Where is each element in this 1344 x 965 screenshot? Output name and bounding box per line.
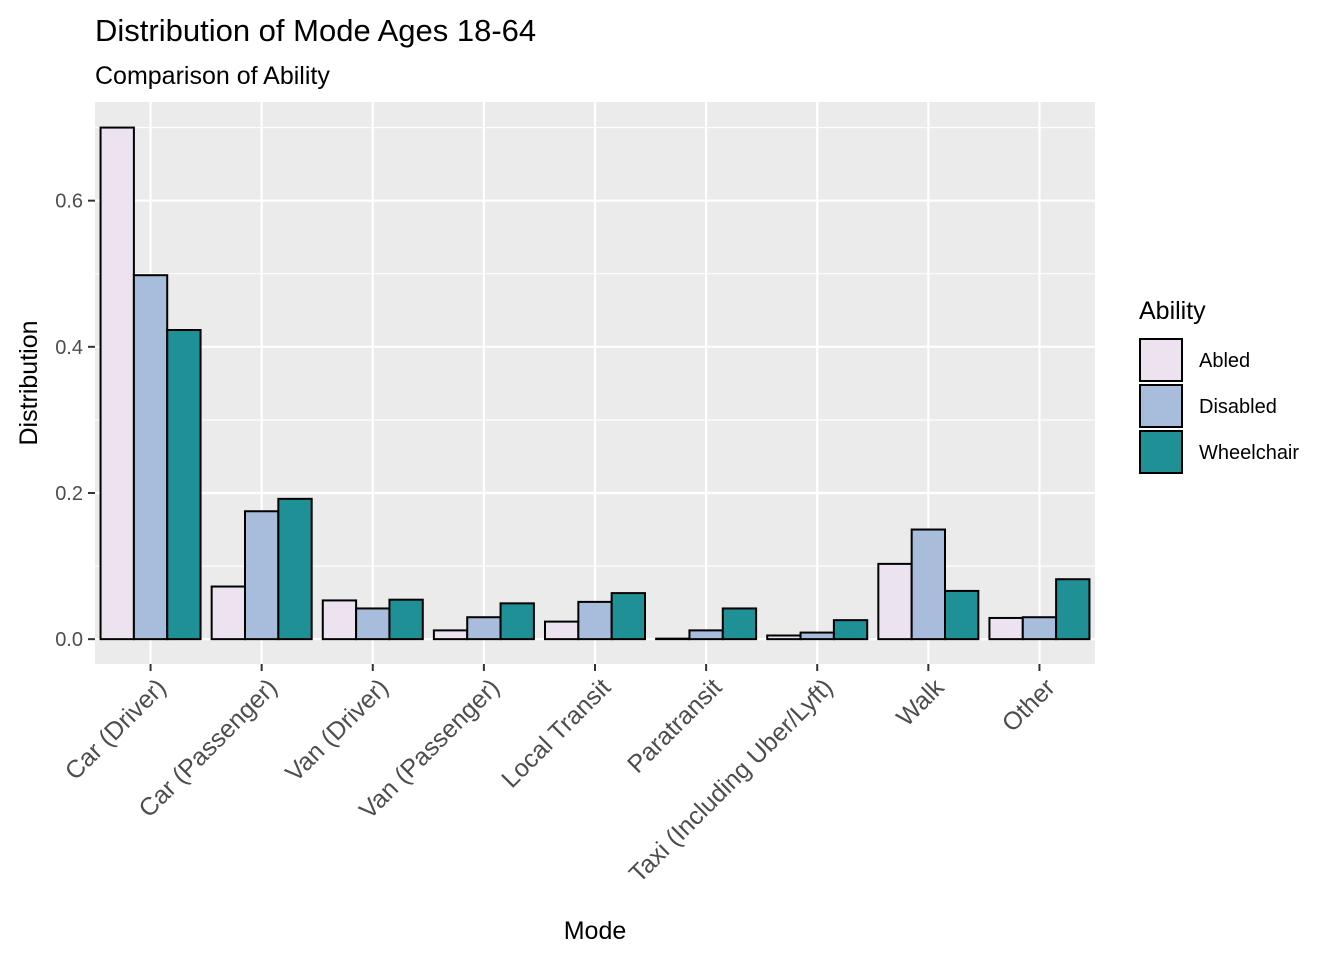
bar-disabled-9 bbox=[1021, 616, 1058, 641]
legend-label-abled: Abled bbox=[1199, 350, 1250, 372]
x-tick-label: Van (Driver) bbox=[280, 673, 394, 787]
bar-disabled-2 bbox=[244, 510, 280, 641]
y-tick-label: 0.0 bbox=[55, 629, 83, 651]
legend-key-abled bbox=[1139, 338, 1183, 382]
bar-wheelchair-1 bbox=[166, 329, 202, 641]
legend: Ability Abled Disabled Wheelchair bbox=[1139, 297, 1299, 474]
bar-abled-2 bbox=[210, 585, 247, 641]
bar-wheelchair-9 bbox=[1055, 578, 1091, 641]
bar-abled-7 bbox=[766, 634, 802, 641]
bar-disabled-6 bbox=[688, 629, 724, 641]
bar-disabled-5 bbox=[577, 600, 613, 641]
x-tick-label: Car (Driver) bbox=[60, 673, 172, 785]
legend-title: Ability bbox=[1139, 297, 1206, 325]
bar-abled-1 bbox=[99, 126, 135, 641]
legend-label-disabled: Disabled bbox=[1199, 396, 1277, 418]
x-axis-title: Mode bbox=[564, 917, 627, 945]
bar-wheelchair-5 bbox=[610, 592, 647, 641]
x-tick-label: Other bbox=[997, 673, 1061, 737]
bar-wheelchair-8 bbox=[944, 589, 980, 641]
x-tick-label: Local Transit bbox=[496, 673, 616, 793]
legend-key-wheelchair bbox=[1139, 430, 1183, 474]
bar-disabled-7 bbox=[799, 631, 835, 641]
legend-key-disabled bbox=[1139, 384, 1183, 428]
legend-label-wheelchair: Wheelchair bbox=[1199, 442, 1299, 464]
x-tick-label: Paratransit bbox=[622, 673, 727, 778]
bar-disabled-1 bbox=[132, 274, 169, 641]
chart-title: Distribution of Mode Ages 18-64 bbox=[95, 13, 536, 48]
bar-abled-5 bbox=[544, 620, 580, 641]
y-tick-label: 0.6 bbox=[55, 191, 83, 213]
y-axis-title: Distribution bbox=[15, 320, 43, 445]
y-tick-label: 0.2 bbox=[55, 483, 83, 505]
y-axis: 0.0 0.2 0.4 0.6 bbox=[55, 191, 95, 651]
bar-abled-8 bbox=[877, 562, 913, 641]
bar-wheelchair-7 bbox=[832, 619, 869, 641]
bar-marks bbox=[99, 126, 1091, 641]
x-axis: Car (Driver)Car (Passenger)Van (Driver)V… bbox=[60, 664, 1061, 888]
bar-abled-6 bbox=[655, 637, 691, 641]
bar-wheelchair-4 bbox=[499, 602, 535, 641]
bar-abled-3 bbox=[321, 599, 358, 641]
bar-abled-9 bbox=[988, 616, 1024, 641]
x-tick-label: Taxi (Including Uber/Lyft) bbox=[624, 673, 839, 888]
bar-disabled-3 bbox=[355, 607, 391, 641]
bar-wheelchair-3 bbox=[388, 598, 424, 641]
bar-wheelchair-2 bbox=[277, 497, 313, 641]
y-tick-label: 0.4 bbox=[55, 337, 83, 359]
x-tick-label: Walk bbox=[891, 673, 950, 732]
bar-disabled-8 bbox=[910, 528, 947, 641]
bar-abled-4 bbox=[432, 629, 469, 641]
bar-disabled-4 bbox=[466, 616, 502, 641]
chart-subtitle: Comparison of Ability bbox=[95, 62, 330, 90]
bar-wheelchair-6 bbox=[721, 607, 758, 641]
